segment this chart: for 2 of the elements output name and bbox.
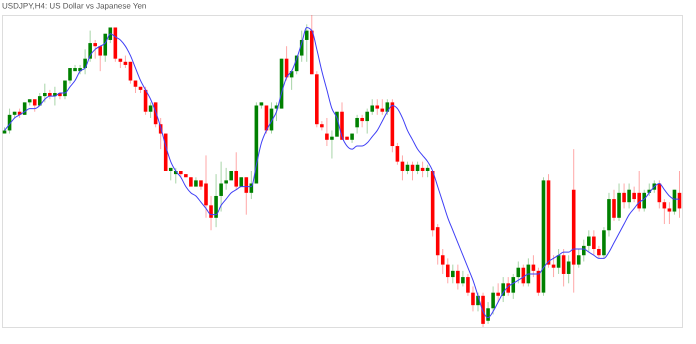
candlestick xyxy=(229,170,233,181)
chart-title: USDJPY,H4: US Dollar vs Japanese Yen xyxy=(2,2,146,10)
